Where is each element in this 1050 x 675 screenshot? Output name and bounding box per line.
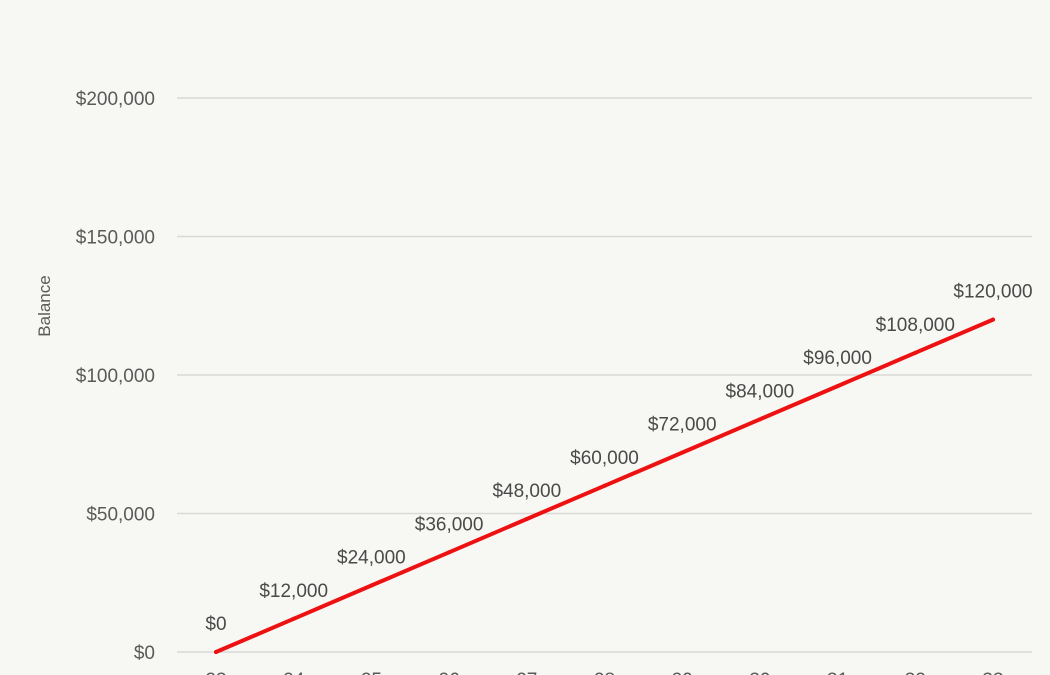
x-tick-label: 26 bbox=[439, 670, 460, 675]
x-tick-label: 32 bbox=[905, 670, 926, 675]
data-label: $0 bbox=[205, 614, 226, 635]
data-label: $12,000 bbox=[259, 581, 328, 602]
gridlines bbox=[177, 97, 1032, 653]
y-axis-title: Balance bbox=[35, 275, 54, 336]
data-point bbox=[447, 550, 452, 555]
x-tick-label: 29 bbox=[672, 670, 693, 675]
data-point bbox=[291, 616, 296, 621]
x-tick-label: 31 bbox=[827, 670, 848, 675]
x-axis-ticks: 23 24 25 26 27 28 29 30 31 32 33 bbox=[205, 670, 1003, 675]
data-point bbox=[602, 483, 607, 488]
data-label: $84,000 bbox=[726, 381, 795, 402]
y-tick-label: $50,000 bbox=[86, 505, 155, 526]
data-label: $96,000 bbox=[803, 348, 872, 369]
y-tick-label: $0 bbox=[134, 643, 155, 664]
x-tick-label: 28 bbox=[594, 670, 615, 675]
data-point bbox=[991, 317, 995, 322]
data-label: $108,000 bbox=[876, 315, 955, 336]
data-label: $60,000 bbox=[570, 448, 639, 469]
y-tick-label: $150,000 bbox=[76, 228, 155, 249]
y-tick-label: $200,000 bbox=[76, 89, 155, 110]
x-tick-label: 33 bbox=[982, 670, 1003, 675]
y-tick-label: $100,000 bbox=[76, 366, 155, 387]
x-tick-label: 27 bbox=[516, 670, 537, 675]
x-tick-label: 25 bbox=[361, 670, 382, 675]
data-label: $24,000 bbox=[337, 548, 406, 569]
data-point bbox=[214, 650, 218, 654]
data-labels: $0 $12,000 $24,000 $36,000 $48,000 $60,000 $72… bbox=[205, 282, 1032, 635]
x-tick-label: 23 bbox=[205, 670, 226, 675]
y-axis-ticks: $0 $50,000 $100,000 $150,000 $200,000 bbox=[76, 89, 155, 664]
data-label: $120,000 bbox=[953, 282, 1032, 303]
data-label: $72,000 bbox=[648, 415, 717, 436]
data-point bbox=[913, 350, 918, 355]
data-label: $36,000 bbox=[415, 514, 484, 535]
data-point bbox=[680, 450, 685, 455]
data-point bbox=[369, 583, 374, 588]
data-point bbox=[757, 417, 762, 422]
data-label: $48,000 bbox=[492, 481, 561, 502]
data-point bbox=[835, 384, 840, 389]
data-point bbox=[524, 517, 529, 522]
data-points bbox=[214, 317, 995, 654]
x-tick-label: 30 bbox=[749, 670, 770, 675]
x-tick-label: 24 bbox=[283, 670, 305, 675]
